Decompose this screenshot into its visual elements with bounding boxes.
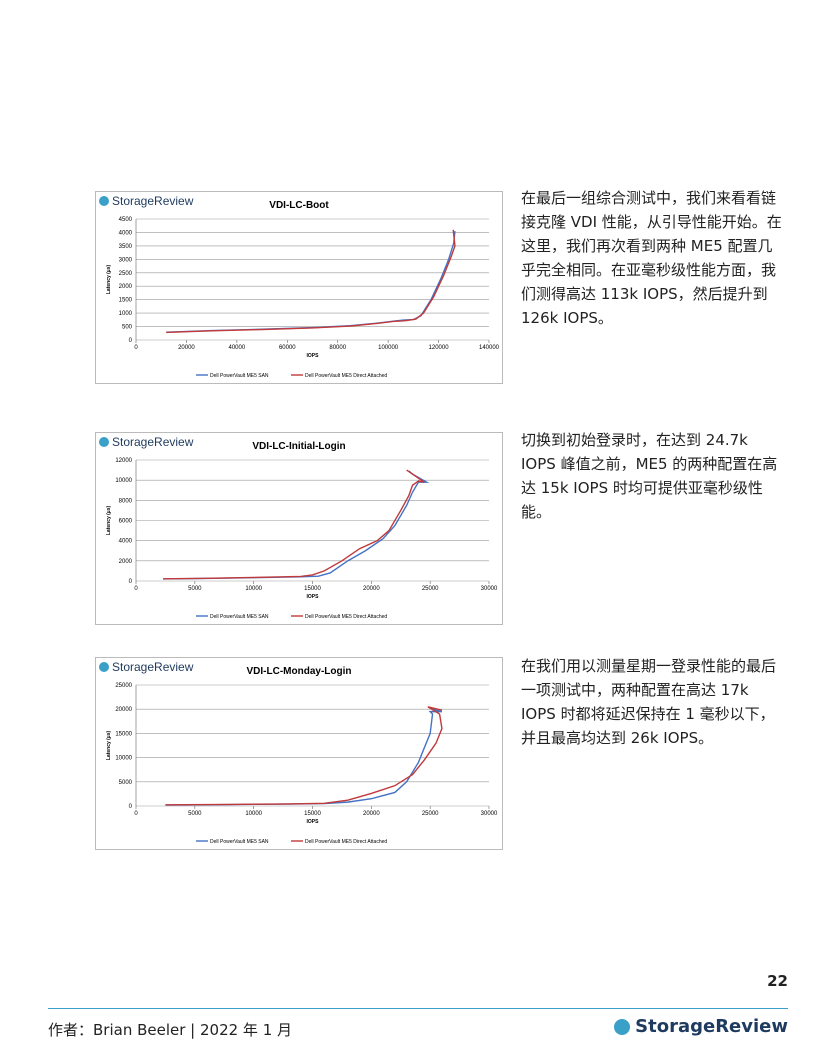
x-tick-label: 5000 [188, 811, 202, 817]
y-tick-label: 2000 [119, 284, 133, 290]
x-tick-label: 10000 [245, 811, 262, 817]
y-tick-label: 10000 [115, 756, 132, 762]
paragraph: 在最后一组综合测试中，我们来看看链接克隆 VDI 性能，从引导性能开始。在这里，… [521, 189, 782, 327]
logo-text: StorageReview [635, 1016, 788, 1037]
paragraph: 切换到初始登录时，在达到 24.7k IOPS 峰值之前，ME5 的两种配置在高… [521, 431, 778, 521]
x-tick-label: 100000 [378, 345, 399, 351]
y-tick-label: 3500 [119, 244, 133, 250]
x-tick-label: 120000 [429, 345, 450, 351]
y-tick-label: 4500 [119, 217, 133, 223]
brand: StorageReview [112, 435, 194, 449]
brand-icon [99, 437, 109, 447]
y-tick-label: 5000 [119, 780, 133, 786]
x-tick-label: 40000 [229, 345, 246, 351]
x-tick-label: 20000 [178, 345, 195, 351]
y-tick-label: 500 [122, 325, 133, 331]
y-tick-label: 8000 [119, 498, 133, 504]
y-tick-label: 25000 [115, 683, 132, 689]
brand: StorageReview [112, 660, 194, 674]
series-line [165, 706, 443, 806]
y-tick-label: 0 [129, 804, 133, 810]
y-axis-label: Latency (µs) [106, 265, 112, 295]
x-tick-label: 10000 [245, 586, 262, 592]
footer-rule [48, 1008, 788, 1009]
brand-icon [99, 196, 109, 206]
chart-title: VDI-LC-Monday-Login [247, 666, 352, 677]
y-tick-label: 12000 [115, 458, 132, 464]
y-tick-label: 1500 [119, 298, 133, 304]
brand: StorageReview [112, 194, 194, 208]
x-tick-label: 30000 [481, 811, 498, 817]
x-tick-label: 30000 [481, 586, 498, 592]
x-tick-label: 25000 [422, 586, 439, 592]
footer-author: 作者：Brian Beeler | 2022 年 1 月 [48, 1021, 293, 1039]
x-tick-label: 0 [134, 345, 138, 351]
legend-label: Dell PowerVault ME5 Direct Attached [305, 839, 387, 845]
series-line [166, 229, 456, 334]
y-tick-label: 0 [129, 338, 133, 344]
y-tick-label: 4000 [119, 230, 133, 236]
y-tick-label: 2000 [119, 559, 133, 565]
legend-label: Dell PowerVault ME5 SAN [210, 839, 269, 845]
x-axis-label: IOPS [307, 594, 320, 600]
chart: StorageReview VDI-LC-Boot 0 500 1000 1500 2000… [95, 191, 503, 384]
y-tick-label: 1000 [119, 311, 133, 317]
legend-label: Dell PowerVault ME5 SAN [210, 614, 269, 620]
y-axis-label: Latency (µs) [106, 506, 112, 536]
x-tick-label: 25000 [422, 811, 439, 817]
paragraph: 在我们用以测量星期一登录性能的最后一项测试中，两种配置在高达 17k IOPS … [521, 657, 777, 747]
x-axis-label: IOPS [307, 353, 320, 359]
y-tick-label: 6000 [119, 519, 133, 525]
chart-title: VDI-LC-Boot [269, 200, 329, 211]
y-tick-label: 4000 [119, 539, 133, 545]
y-axis-label: Latency (µs) [106, 731, 112, 761]
legend-label: Dell PowerVault ME5 Direct Attached [305, 373, 387, 379]
x-tick-label: 20000 [363, 811, 380, 817]
chart: StorageReview VDI-LC-Monday-Login 0 5000 100… [95, 657, 503, 850]
series-line [163, 470, 430, 580]
x-tick-label: 140000 [479, 345, 500, 351]
page-number: 22 [767, 972, 788, 990]
x-axis-label: IOPS [307, 819, 320, 825]
series-line [165, 708, 443, 806]
x-tick-label: 15000 [304, 811, 321, 817]
y-tick-label: 0 [129, 579, 133, 585]
x-tick-label: 0 [134, 811, 138, 817]
x-tick-label: 80000 [329, 345, 346, 351]
y-tick-label: 15000 [115, 731, 132, 737]
y-tick-label: 10000 [115, 478, 132, 484]
chart: StorageReview VDI-LC-Initial-Login 0 2000 40… [95, 432, 503, 625]
footer-logo: StorageReview [614, 1016, 788, 1037]
chart-title: VDI-LC-Initial-Login [252, 441, 345, 452]
y-tick-label: 20000 [115, 707, 132, 713]
legend-label: Dell PowerVault ME5 SAN [210, 373, 269, 379]
x-tick-label: 0 [134, 586, 138, 592]
y-tick-label: 2500 [119, 271, 133, 277]
x-tick-label: 15000 [304, 586, 321, 592]
legend-label: Dell PowerVault ME5 Direct Attached [305, 614, 387, 620]
x-tick-label: 20000 [363, 586, 380, 592]
brand-icon [99, 662, 109, 672]
x-tick-label: 5000 [188, 586, 202, 592]
y-tick-label: 3000 [119, 257, 133, 263]
logo-icon [614, 1018, 631, 1035]
series-line [163, 469, 425, 580]
series-line [166, 231, 456, 333]
x-tick-label: 60000 [279, 345, 296, 351]
